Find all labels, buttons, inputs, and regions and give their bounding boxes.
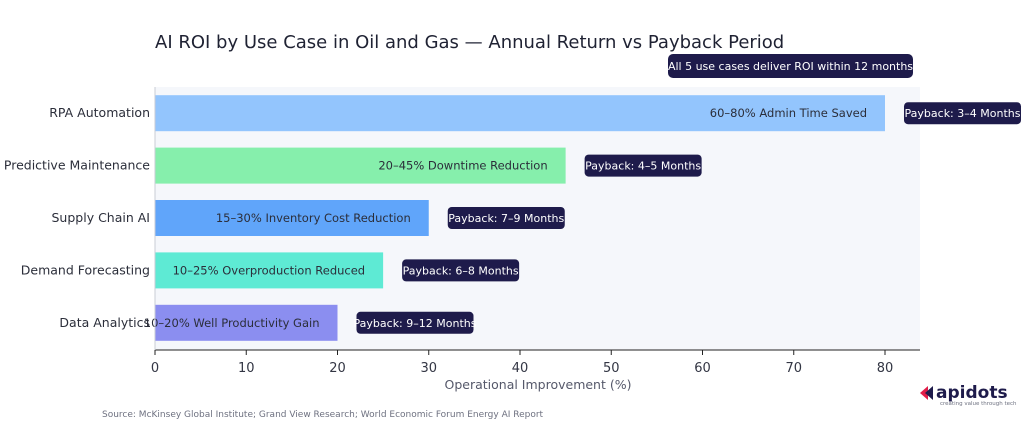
bar xyxy=(155,95,885,132)
bar-group: Supply Chain AI 15–30% Inventory Cost Red… xyxy=(52,200,565,236)
x-tick-label: 50 xyxy=(603,361,620,376)
bar xyxy=(155,200,429,236)
payback-badge xyxy=(402,259,520,282)
payback-label: Payback: 4–5 Months xyxy=(585,160,701,173)
x-tick-label: 70 xyxy=(785,361,802,376)
apidots-logo: apidots creating value through tech xyxy=(920,383,1017,407)
annotation-badge xyxy=(668,54,913,78)
bars-layer: RPA Automation 60–80% Admin Time Saved Pay… xyxy=(4,95,1021,341)
logo-tagline: creating value through tech xyxy=(940,401,1017,407)
x-axis: 0 10 20 30 40 50 60 70 80 xyxy=(151,87,920,376)
bar xyxy=(155,147,566,184)
payback-badge xyxy=(447,207,565,229)
logo-wordmark: apidots xyxy=(936,383,1008,403)
payback-label: Payback: 3–4 Months xyxy=(905,107,1021,120)
chart-title: AI ROI by Use Case in Oil and Gas — Annu… xyxy=(155,32,784,53)
x-tick-label: 40 xyxy=(512,361,529,376)
bar-group: Demand Forecasting 10–25% Overproduction … xyxy=(21,252,520,289)
x-axis-title: Operational Improvement (%) xyxy=(444,377,631,392)
bar-value-label: 15–30% Inventory Cost Reduction xyxy=(216,211,411,225)
bar xyxy=(155,304,338,341)
x-tick-label: 0 xyxy=(151,361,159,376)
annotation-layer: All 5 use cases deliver ROI within 12 mo… xyxy=(668,54,913,78)
payback-badge xyxy=(904,102,1021,125)
bar-group: Predictive Maintenance 20–45% Downtime Re… xyxy=(4,147,702,184)
bar-group: RPA Automation 60–80% Admin Time Saved Pay… xyxy=(49,95,1021,132)
category-label: Demand Forecasting xyxy=(21,262,150,277)
bar-value-label: 10–25% Overproduction Reduced xyxy=(173,263,366,277)
x-tick-label: 10 xyxy=(238,361,255,376)
category-label: Data Analytics xyxy=(59,315,150,330)
payback-badge xyxy=(356,311,474,334)
category-label: Predictive Maintenance xyxy=(4,158,150,173)
bar-value-label: 10–20% Well Productivity Gain xyxy=(144,316,320,330)
apidots-logo-mark xyxy=(920,386,933,400)
bar-value-label: 20–45% Downtime Reduction xyxy=(378,159,547,173)
bar xyxy=(155,252,384,289)
x-tick-label: 80 xyxy=(877,361,894,376)
payback-label: Payback: 6–8 Months xyxy=(403,264,519,277)
category-label: Supply Chain AI xyxy=(52,210,151,225)
payback-label: Payback: 9–12 Months xyxy=(354,317,477,330)
x-tick-label: 30 xyxy=(420,361,437,376)
annotation-text: All 5 use cases deliver ROI within 12 mo… xyxy=(668,60,913,73)
source-note: Source: McKinsey Global Institute; Grand… xyxy=(102,410,544,420)
payback-label: Payback: 7–9 Months xyxy=(448,212,564,225)
bar-value-label: 60–80% Admin Time Saved xyxy=(710,106,867,120)
payback-badge xyxy=(584,154,702,177)
x-tick-label: 20 xyxy=(329,361,346,376)
x-tick-label: 60 xyxy=(694,361,711,376)
category-label: RPA Automation xyxy=(49,105,150,120)
